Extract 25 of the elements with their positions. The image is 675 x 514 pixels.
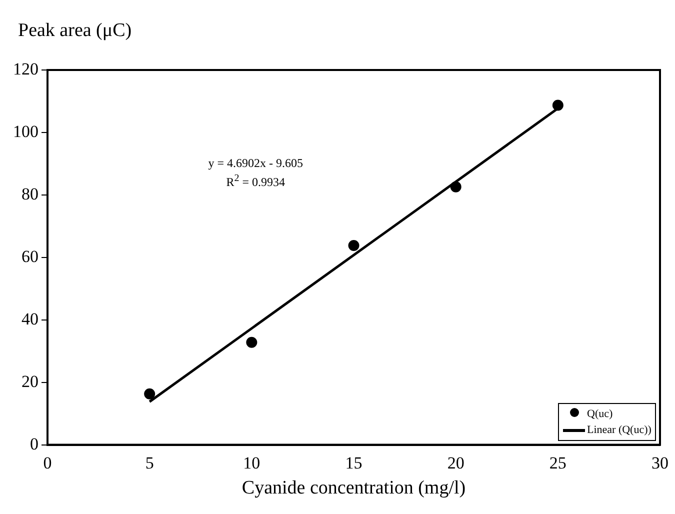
- annotation: y = 4.6902x - 9.605: [208, 156, 304, 172]
- x-tick-label: 25: [549, 453, 566, 472]
- point: [144, 388, 156, 400]
- y-tick-label: 40: [22, 309, 38, 328]
- point: [348, 240, 360, 252]
- x-tick-label: 20: [447, 453, 464, 472]
- y-tick-label: 0: [30, 434, 38, 454]
- x-axis-title: Cyanide concentration (mg/l): [242, 478, 466, 499]
- y-tick-label: 100: [13, 122, 38, 141]
- x-tick-label: 10: [243, 453, 260, 472]
- y-tick-label: 20: [22, 372, 38, 391]
- x-tick-label: 15: [345, 453, 362, 472]
- y-tick-label: 80: [22, 184, 38, 204]
- y-tick-label: 120: [13, 59, 38, 78]
- x-tick-label: 30: [652, 453, 668, 472]
- point: [246, 336, 258, 348]
- y-axis-title: Peak area (μC): [18, 20, 132, 42]
- legend-label: Q(uc): [586, 406, 614, 422]
- x-tick-label: 0: [43, 453, 52, 472]
- point: [450, 181, 462, 192]
- point: [552, 100, 564, 111]
- x-tick-label: 5: [145, 453, 154, 472]
- legend-label: Linear (Q(uc)): [586, 423, 652, 438]
- y-tick-label: 60: [22, 246, 38, 266]
- annotation: R$^{2}$ = 0.9934: [225, 172, 286, 190]
